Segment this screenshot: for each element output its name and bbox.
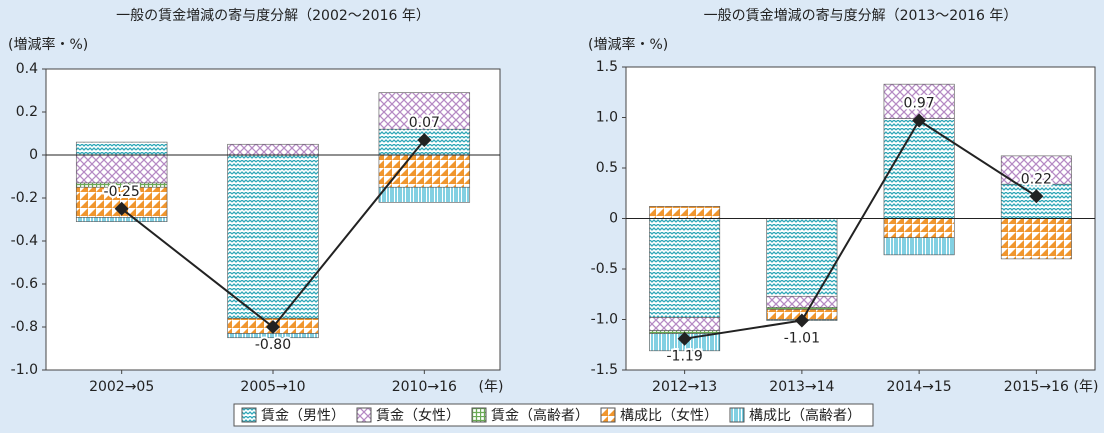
y-tick-label: -0.6 xyxy=(11,276,38,292)
chart-title: 一般の賃金増減の寄与度分解（2002～2016 年） xyxy=(116,7,430,24)
bar-segment xyxy=(649,317,721,331)
x-tick-label: 2013→14 xyxy=(769,379,834,395)
value-label: -0.80 xyxy=(255,337,291,353)
y-axis-label: (増減率・%) xyxy=(588,36,668,53)
legend xyxy=(233,403,874,427)
x-unit: (年) xyxy=(1074,379,1099,395)
y-tick-label: -1.0 xyxy=(591,312,618,328)
bar-segment xyxy=(883,83,955,119)
line-marker xyxy=(794,313,809,328)
x-tick-label: 2012→13 xyxy=(652,379,717,395)
x-tick-label: 2005→10 xyxy=(240,379,305,395)
legend-label: 構成比（女性） xyxy=(620,407,718,424)
chart-title: 一般の賃金増減の寄与度分解（2013～2016 年） xyxy=(704,7,1018,24)
bar-segment xyxy=(227,154,319,319)
y-tick-label: 1.0 xyxy=(596,110,618,126)
y-tick-label: -0.4 xyxy=(11,233,38,249)
legend-label: 賃金（女性） xyxy=(376,407,460,424)
y-tick-label: -1.0 xyxy=(11,362,38,378)
legend-label: 賃金（男性） xyxy=(261,408,345,424)
bar-segment xyxy=(766,307,838,310)
bar-segment xyxy=(883,218,955,238)
y-axis-label: (増減率・%) xyxy=(8,36,88,53)
legend-swatch xyxy=(241,407,257,423)
value-label: 0.22 xyxy=(1021,171,1052,187)
y-tick-label: 0.5 xyxy=(596,160,618,176)
line-marker xyxy=(114,201,129,216)
bar-segment xyxy=(766,218,838,297)
legend-swatch xyxy=(600,407,616,423)
y-tick-label: -1.5 xyxy=(591,362,618,378)
legend-swatch xyxy=(729,407,745,423)
bar-segment xyxy=(649,206,721,219)
bar-segment xyxy=(766,295,838,308)
legend-label: 構成比（高齢者） xyxy=(749,407,861,424)
bar-segment xyxy=(378,92,471,130)
bar-segment xyxy=(883,118,955,219)
x-tick-label: 2015→16 xyxy=(1004,379,1069,395)
y-tick-label: 0.2 xyxy=(16,104,38,120)
line-marker xyxy=(417,132,432,147)
bar-segment xyxy=(1000,155,1072,185)
bar-segment xyxy=(649,218,721,318)
bar-segment xyxy=(75,154,168,184)
x-tick-label: 2010→16 xyxy=(392,379,457,395)
line-marker xyxy=(266,320,280,334)
y-tick-label: 0 xyxy=(29,147,38,163)
bar-segment xyxy=(227,143,319,156)
y-tick-label: 0 xyxy=(609,211,618,227)
y-tick-label: 0.4 xyxy=(16,61,38,77)
y-tick-label: -0.5 xyxy=(591,261,618,277)
value-label: 0.97 xyxy=(904,96,935,112)
value-label: -0.25 xyxy=(104,184,140,200)
y-tick-label: -0.8 xyxy=(11,319,38,335)
x-tick-label: 2014→15 xyxy=(887,379,952,395)
legend-swatch xyxy=(471,407,487,423)
bar-segment xyxy=(378,154,471,188)
legend-swatch xyxy=(356,407,372,423)
value-label: -1.01 xyxy=(784,331,820,347)
line-marker xyxy=(912,113,927,128)
x-unit: (年) xyxy=(479,379,504,395)
line-marker xyxy=(677,331,692,346)
y-tick-label: 1.5 xyxy=(596,59,618,75)
value-label: 0.07 xyxy=(409,115,440,131)
line xyxy=(684,119,1037,340)
bar-segment xyxy=(75,217,168,222)
value-label: -1.19 xyxy=(667,349,703,365)
bar-segment xyxy=(883,237,955,256)
bar-segment xyxy=(75,141,168,156)
line-marker xyxy=(1029,189,1044,204)
bar-segment xyxy=(1000,218,1072,260)
x-tick-label: 2002→05 xyxy=(89,379,154,395)
legend-label: 賃金（高齢者） xyxy=(491,407,589,424)
y-tick-label: -0.2 xyxy=(11,190,38,206)
bar-segment xyxy=(378,186,471,203)
